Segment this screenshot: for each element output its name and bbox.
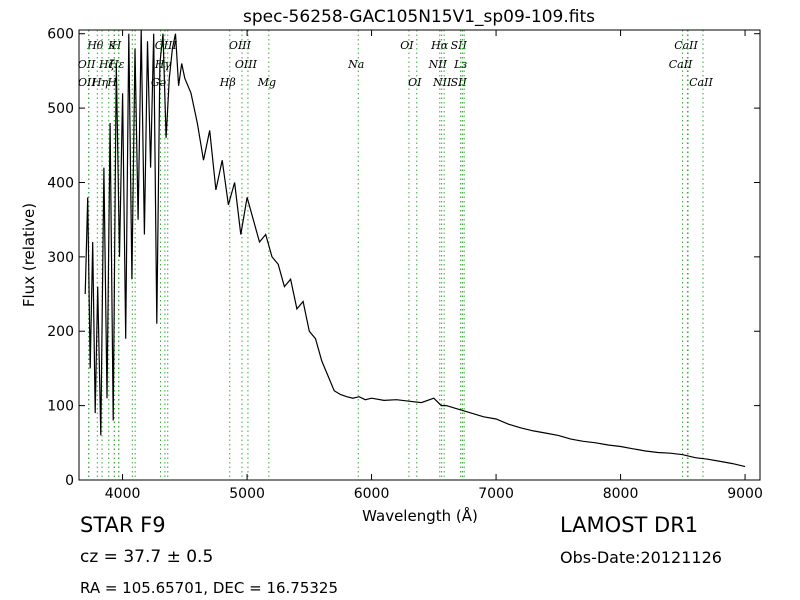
line-label: Hζ <box>98 58 116 71</box>
line-label: H <box>106 76 117 89</box>
line-label: K <box>107 39 117 52</box>
x-tick-label: 7000 <box>478 486 514 502</box>
y-tick-label: 400 <box>47 175 74 191</box>
line-label: NII <box>428 58 448 71</box>
line-label: OII <box>78 76 96 89</box>
x-tick-label: 9000 <box>727 486 763 502</box>
line-label: CaII <box>689 76 713 89</box>
object-class-label: STAR F9 <box>80 513 166 537</box>
line-label: H <box>111 39 122 52</box>
line-label: SII <box>451 76 468 89</box>
y-tick-label: 200 <box>47 324 74 340</box>
y-tick-label: 100 <box>47 399 74 415</box>
chart-title: spec-56258-GAC105N15V1_sp09-109.fits <box>243 7 595 27</box>
line-label: OIII <box>229 39 252 52</box>
plot-frame <box>78 29 761 481</box>
y-tick-label: 500 <box>47 101 74 117</box>
line-label: OIII <box>235 58 258 71</box>
line-label: Na <box>347 58 364 71</box>
x-tick-label: 5000 <box>229 486 265 502</box>
x-axis-label: Wavelength (Å) <box>362 506 478 525</box>
line-label: Hθ <box>86 39 104 52</box>
x-tick-label: 4000 <box>105 486 141 502</box>
line-label: Hα <box>430 39 449 52</box>
y-tick-label: 300 <box>47 250 74 266</box>
x-tick-label: 6000 <box>354 486 390 502</box>
line-label: Hη <box>91 76 109 89</box>
line-label: SII <box>451 39 468 52</box>
spectrum-series <box>84 30 746 468</box>
y-axis-label: Flux (relative) <box>20 203 38 307</box>
x-tick-label: 8000 <box>603 486 639 502</box>
line-label: Lɜ <box>453 58 467 71</box>
line-label: OII <box>78 58 96 71</box>
coordinates-readout: RA = 105.65701, DEC = 16.75325 <box>80 579 339 597</box>
y-tick-label: 600 <box>47 27 74 43</box>
line-label: Mg <box>257 76 276 89</box>
survey-label: LAMOST DR1 <box>560 513 699 537</box>
line-label: OI <box>400 39 414 52</box>
line-label: CaII <box>674 39 698 52</box>
line-label: CaII <box>669 58 693 71</box>
y-tick-label: 0 <box>65 473 74 489</box>
line-label: OI <box>408 76 422 89</box>
line-label: Hβ <box>219 76 236 89</box>
observation-date: Obs-Date:20121126 <box>560 548 722 567</box>
redshift-readout: cz = 37.7 ± 0.5 <box>80 547 214 567</box>
line-label: Hγ <box>154 58 172 71</box>
line-label: NII <box>432 76 452 89</box>
